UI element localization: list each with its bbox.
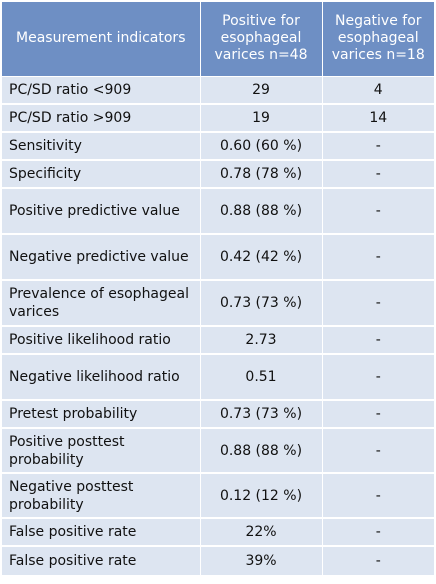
negative-cell: - <box>322 280 434 327</box>
positive-cell: 0.42 (42 %) <box>200 234 323 281</box>
table-row: Negative posttest probability 0.12 (12 %… <box>2 473 434 519</box>
metric-cell: False positive rate <box>2 518 201 547</box>
positive-cell: 39% <box>200 546 323 575</box>
negative-cell: - <box>322 188 434 235</box>
negative-cell: 4 <box>322 76 434 105</box>
table-row: Negative likelihood ratio 0.51 - <box>2 354 434 401</box>
table-row: Positive posttest probability 0.88 (88 %… <box>2 428 434 474</box>
header-measurement-indicators: Measurement indicators <box>2 2 201 77</box>
negative-cell: 14 <box>322 104 434 133</box>
metric-cell: PC/SD ratio <909 <box>2 76 201 105</box>
header-negative-varices: Negative for esophageal varices n=18 <box>322 2 434 77</box>
metric-cell: Negative likelihood ratio <box>2 354 201 401</box>
results-table: Measurement indicators Positive for esop… <box>2 2 434 575</box>
header-row: Measurement indicators Positive for esop… <box>2 2 434 77</box>
negative-cell: - <box>322 160 434 189</box>
negative-cell: - <box>322 473 434 519</box>
metric-cell: Positive predictive value <box>2 188 201 235</box>
table-row: PC/SD ratio >909 19 14 <box>2 104 434 133</box>
metric-cell: Negative predictive value <box>2 234 201 281</box>
table-row: Negative predictive value 0.42 (42 %) - <box>2 234 434 281</box>
positive-cell: 0.73 (73 %) <box>200 400 323 429</box>
metric-cell: Sensitivity <box>2 132 201 161</box>
metric-cell: Prevalence of esophageal varices <box>2 280 201 327</box>
negative-cell: - <box>322 354 434 401</box>
table-row: Positive predictive value 0.88 (88 %) - <box>2 188 434 235</box>
table-row: Specificity 0.78 (78 %) - <box>2 160 434 189</box>
metric-cell: False positive rate <box>2 546 201 575</box>
metric-cell: Pretest probability <box>2 400 201 429</box>
table-row: Sensitivity 0.60 (60 %) - <box>2 132 434 161</box>
negative-cell: - <box>322 234 434 281</box>
negative-cell: - <box>322 132 434 161</box>
positive-cell: 0.88 (88 %) <box>200 428 323 474</box>
negative-cell: - <box>322 326 434 355</box>
negative-cell: - <box>322 518 434 547</box>
table-row: Positive likelihood ratio 2.73 - <box>2 326 434 355</box>
positive-cell: 0.88 (88 %) <box>200 188 323 235</box>
table-row: False positive rate 22% - <box>2 518 434 547</box>
metric-cell: Negative posttest probability <box>2 473 201 519</box>
negative-cell: - <box>322 546 434 575</box>
positive-cell: 22% <box>200 518 323 547</box>
negative-cell: - <box>322 400 434 429</box>
positive-cell: 0.78 (78 %) <box>200 160 323 189</box>
positive-cell: 2.73 <box>200 326 323 355</box>
metric-cell: Specificity <box>2 160 201 189</box>
positive-cell: 19 <box>200 104 323 133</box>
table-row: Prevalence of esophageal varices 0.73 (7… <box>2 280 434 327</box>
metric-cell: Positive posttest probability <box>2 428 201 474</box>
metric-cell: PC/SD ratio >909 <box>2 104 201 133</box>
header-positive-varices: Positive for esophageal varices n=48 <box>200 2 323 77</box>
positive-cell: 0.60 (60 %) <box>200 132 323 161</box>
positive-cell: 0.12 (12 %) <box>200 473 323 519</box>
metric-cell: Positive likelihood ratio <box>2 326 201 355</box>
table-row: Pretest probability 0.73 (73 %) - <box>2 400 434 429</box>
table-row: PC/SD ratio <909 29 4 <box>2 76 434 105</box>
negative-cell: - <box>322 428 434 474</box>
table-row: False positive rate 39% - <box>2 546 434 575</box>
positive-cell: 0.73 (73 %) <box>200 280 323 327</box>
positive-cell: 29 <box>200 76 323 105</box>
positive-cell: 0.51 <box>200 354 323 401</box>
